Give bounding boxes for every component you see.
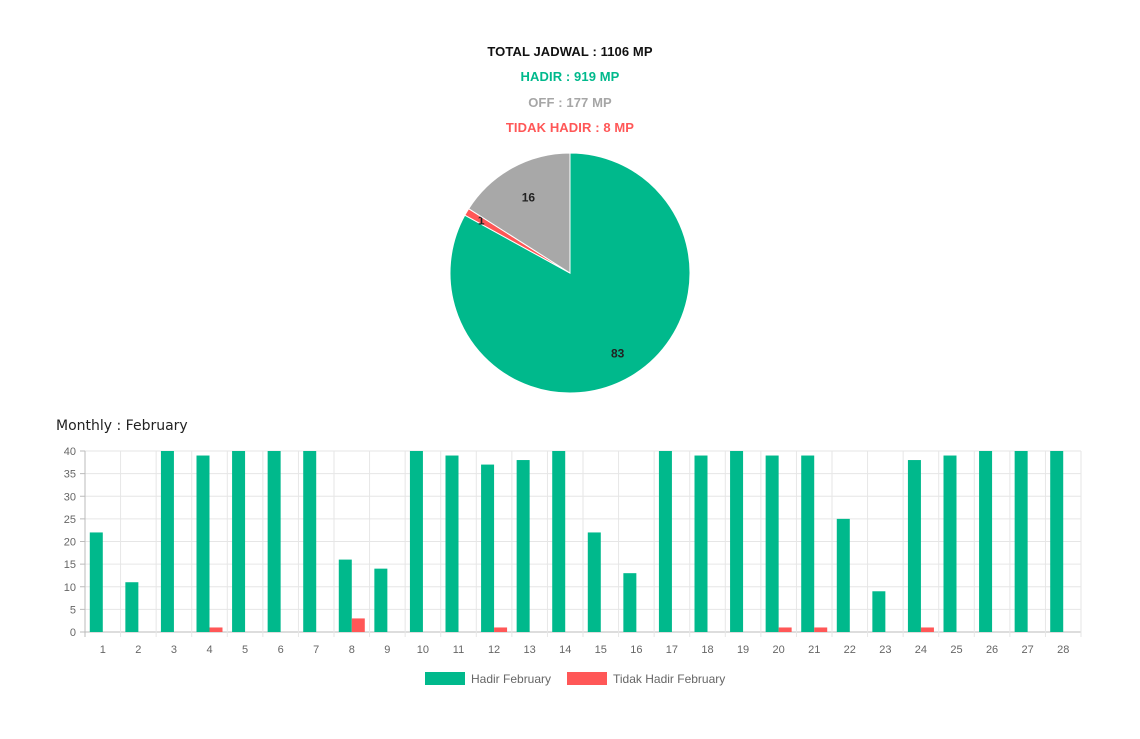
present-count-label: HADIR : 919 MP (520, 69, 620, 84)
x-tick-label: 2 (135, 644, 141, 656)
y-tick-label: 5 (70, 604, 76, 616)
bar-hadir-february-day-28[interactable] (1050, 451, 1064, 632)
x-tick-label: 27 (1022, 644, 1034, 656)
x-tick-label: 13 (524, 644, 536, 656)
pie-slice-label-hadir: 83 (611, 347, 625, 361)
bar-hadir-february-day-25[interactable] (943, 455, 957, 632)
total-schedule-label: TOTAL JADWAL : 1106 MP (487, 44, 653, 59)
x-tick-label: 15 (595, 644, 607, 656)
bar-hadir-february-day-10[interactable] (409, 451, 423, 632)
x-tick-label: 12 (488, 644, 500, 656)
bar-hadir-february-day-11[interactable] (445, 455, 459, 632)
y-tick-label: 35 (64, 469, 76, 481)
x-tick-label: 23 (879, 644, 891, 656)
bar-chart-legend: Hadir February Tidak Hadir February (425, 672, 725, 686)
y-tick-label: 15 (64, 559, 76, 571)
x-tick-label: 20 (773, 644, 785, 656)
bar-hadir-february-day-22[interactable] (836, 518, 850, 632)
off-count-label: OFF : 177 MP (528, 95, 612, 110)
bar-hadir-february-day-14[interactable] (552, 451, 566, 632)
x-tick-label: 10 (417, 644, 429, 656)
x-tick-label: 4 (206, 644, 212, 656)
monthly-chart-title: Monthly : February (56, 418, 188, 434)
bar-hadir-february-day-12[interactable] (481, 464, 495, 632)
bar-hadir-february-day-19[interactable] (730, 451, 744, 632)
bar-tidak-hadir-february-day-20[interactable] (778, 627, 792, 632)
x-tick-label: 3 (171, 644, 177, 656)
y-tick-label: 20 (64, 537, 76, 549)
x-tick-label: 25 (950, 644, 962, 656)
bar-hadir-february-day-13[interactable] (516, 460, 530, 632)
legend-label-tidak-hadir-february[interactable]: Tidak Hadir February (613, 672, 725, 686)
bar-hadir-february-day-4[interactable] (196, 455, 210, 632)
x-tick-label: 26 (986, 644, 998, 656)
pie-slice-label-off: 16 (522, 190, 536, 204)
x-tick-label: 18 (701, 644, 713, 656)
bar-tidak-hadir-february-day-4[interactable] (209, 627, 223, 632)
bar-hadir-february-day-16[interactable] (623, 573, 637, 632)
y-tick-label: 0 (70, 627, 76, 639)
x-tick-label: 16 (630, 644, 642, 656)
x-tick-label: 1 (100, 644, 106, 656)
bar-hadir-february-day-6[interactable] (267, 451, 281, 632)
pie-slice-label-tidak-hadir: 1 (478, 213, 485, 227)
bar-tidak-hadir-february-day-21[interactable] (814, 627, 828, 632)
monthly-bar-chart: 0 5 10 15 20 25 30 35 40 1 2 3 4 5 6 7 8 9 10 11 12 13 14 15 16 1… (0, 440, 1140, 700)
y-tick-label: 30 (64, 491, 76, 503)
x-tick-label: 28 (1057, 644, 1069, 656)
x-tick-label: 21 (808, 644, 820, 656)
x-tick-label: 6 (278, 644, 284, 656)
legend-swatch-tidak-hadir-february[interactable] (567, 672, 607, 685)
absent-count-label: TIDAK HADIR : 8 MP (505, 120, 635, 135)
bar-hadir-february-day-9[interactable] (374, 568, 388, 632)
x-tick-label: 22 (844, 644, 856, 656)
bar-hadir-february-day-3[interactable] (160, 451, 174, 632)
bar-hadir-february-day-8[interactable] (338, 559, 352, 632)
x-tick-label: 24 (915, 644, 927, 656)
x-tick-label: 7 (313, 644, 319, 656)
bar-hadir-february-day-2[interactable] (125, 582, 139, 632)
bar-hadir-february-day-23[interactable] (872, 591, 886, 632)
x-tick-label: 17 (666, 644, 678, 656)
pie-slice-off[interactable] (467, 152, 571, 274)
bar-tidak-hadir-february-day-12[interactable] (494, 627, 508, 632)
bar-hadir-february-day-18[interactable] (694, 455, 708, 632)
bar-hadir-february-day-15[interactable] (587, 532, 601, 632)
x-tick-label: 19 (737, 644, 749, 656)
y-tick-label: 10 (64, 582, 76, 594)
legend-swatch-hadir-february[interactable] (425, 672, 465, 685)
bar-hadir-february-day-27[interactable] (1014, 451, 1028, 632)
bar-hadir-february-day-24[interactable] (907, 460, 921, 632)
x-tick-label: 5 (242, 644, 248, 656)
bar-hadir-february-day-21[interactable] (801, 455, 815, 632)
bar-hadir-february-day-1[interactable] (89, 532, 103, 632)
bar-tidak-hadir-february-day-24[interactable] (920, 627, 934, 632)
x-tick-label: 14 (559, 644, 571, 656)
x-tick-label: 9 (384, 644, 390, 656)
attendance-pie-chart: 83 1 16 (440, 143, 700, 403)
bar-series-group (89, 451, 1064, 632)
x-tick-label: 11 (453, 644, 464, 656)
bar-hadir-february-day-7[interactable] (303, 451, 317, 632)
y-tick-label: 25 (64, 514, 76, 526)
bar-hadir-february-day-17[interactable] (658, 451, 672, 632)
bar-tidak-hadir-february-day-8[interactable] (351, 618, 365, 632)
bar-hadir-february-day-26[interactable] (979, 451, 993, 632)
bar-hadir-february-day-20[interactable] (765, 455, 779, 632)
x-tick-label: 8 (349, 644, 355, 656)
pie-chart-svg: 83 1 16 (449, 152, 691, 394)
y-tick-label: 40 (64, 446, 76, 458)
bar-hadir-february-day-5[interactable] (232, 451, 246, 632)
legend-label-hadir-february[interactable]: Hadir February (471, 672, 551, 686)
